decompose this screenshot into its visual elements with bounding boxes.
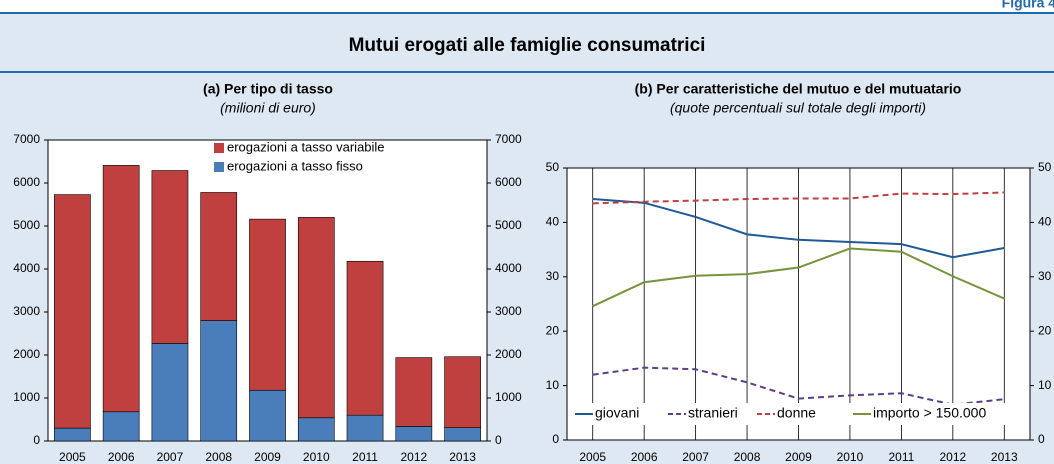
y-tick-label: 3000 xyxy=(13,304,40,318)
x-tick-label: 2008 xyxy=(205,450,232,464)
bar-segment xyxy=(102,411,140,442)
y2-tick-label: 0 xyxy=(1038,432,1045,446)
x-tick-label: 2012 xyxy=(939,450,966,464)
y2-tick-label: 50 xyxy=(1038,160,1052,174)
chart-title: (b) Per caratteristiche del mutuo e del … xyxy=(635,81,962,97)
bar-segment xyxy=(249,218,286,391)
y-tick-label: 10 xyxy=(546,378,560,392)
series-line xyxy=(592,191,1005,205)
y-tick-label: 1000 xyxy=(13,390,40,404)
legend-label: stranieri xyxy=(688,405,738,421)
page-title: Mutui erogati alle famiglie consumatrici xyxy=(349,35,706,56)
legend-label: donne xyxy=(777,405,816,421)
series-line xyxy=(592,198,1005,259)
x-tick-label: 2013 xyxy=(991,450,1018,464)
bar-segment xyxy=(151,170,189,344)
y2-tick-label: 30 xyxy=(1038,269,1052,283)
legend-label: erogazioni a tasso fisso xyxy=(227,158,363,173)
y-tick-label: 6000 xyxy=(13,175,40,189)
x-tick-label: 2011 xyxy=(352,450,378,464)
x-tick-label: 2009 xyxy=(785,450,812,464)
bar-segment xyxy=(297,417,335,442)
y2-tick-label: 0 xyxy=(495,433,502,447)
series-line xyxy=(592,366,1005,406)
legend-label: giovani xyxy=(595,405,639,421)
y-tick-label: 0 xyxy=(552,432,559,446)
bar-segment xyxy=(444,356,481,428)
figure-label: Figura 4. xyxy=(1002,0,1054,11)
y2-tick-label: 7000 xyxy=(495,132,522,146)
series-line xyxy=(592,247,1005,308)
bar-segment xyxy=(54,194,91,429)
x-tick-label: 2010 xyxy=(837,450,864,464)
bar-segment xyxy=(444,427,481,442)
x-tick-label: 2012 xyxy=(400,450,427,464)
y2-tick-label: 10 xyxy=(1038,378,1052,392)
bar-segment xyxy=(346,260,384,416)
x-tick-label: 2006 xyxy=(108,450,135,464)
y2-tick-label: 40 xyxy=(1038,215,1052,229)
legend-label: erogazioni a tasso variabile xyxy=(227,139,385,154)
chart-subtitle: (milioni di euro) xyxy=(220,100,316,116)
y2-tick-label: 20 xyxy=(1038,323,1052,337)
legend-box xyxy=(570,403,1008,425)
chart-subtitle: (quote percentuali sul totale degli impo… xyxy=(670,100,926,116)
y2-tick-label: 6000 xyxy=(495,175,522,189)
chart-title: (a) Per tipo di tasso xyxy=(203,81,333,97)
bar-segment xyxy=(151,343,189,442)
y-tick-label: 50 xyxy=(546,160,560,174)
x-tick-label: 2010 xyxy=(303,450,330,464)
y2-tick-label: 4000 xyxy=(495,261,522,275)
y2-tick-label: 5000 xyxy=(495,218,522,232)
bar-segment xyxy=(297,217,335,419)
bar-segment xyxy=(249,389,286,442)
bar-segment xyxy=(395,426,433,442)
y-tick-label: 5000 xyxy=(13,218,40,232)
y-tick-label: 0 xyxy=(33,433,40,447)
bar-segment xyxy=(102,165,140,413)
legend-swatch xyxy=(214,162,224,172)
y-tick-label: 2000 xyxy=(13,347,40,361)
y-tick-label: 7000 xyxy=(13,132,40,146)
x-tick-label: 2005 xyxy=(579,450,606,464)
bar-segment xyxy=(200,320,238,442)
y-tick-label: 30 xyxy=(546,269,560,283)
y-tick-label: 20 xyxy=(546,323,560,337)
legend-label: importo > 150.000 xyxy=(873,405,986,421)
x-tick-label: 2013 xyxy=(449,450,476,464)
x-tick-label: 2011 xyxy=(888,450,914,464)
bar-segment xyxy=(346,414,384,442)
x-tick-label: 2007 xyxy=(682,450,709,464)
bar-segment xyxy=(200,192,238,321)
y2-tick-label: 3000 xyxy=(495,304,522,318)
bar-segment xyxy=(54,427,91,442)
x-tick-label: 2008 xyxy=(734,450,761,464)
x-tick-label: 2005 xyxy=(59,450,86,464)
y-tick-label: 4000 xyxy=(13,261,40,275)
y2-tick-label: 1000 xyxy=(495,390,522,404)
y2-tick-label: 2000 xyxy=(495,347,522,361)
bar-segment xyxy=(395,357,433,427)
x-tick-label: 2006 xyxy=(631,450,658,464)
x-tick-label: 2007 xyxy=(157,450,184,464)
legend-swatch xyxy=(214,143,224,153)
y-tick-label: 40 xyxy=(546,215,560,229)
x-tick-label: 2009 xyxy=(254,450,281,464)
